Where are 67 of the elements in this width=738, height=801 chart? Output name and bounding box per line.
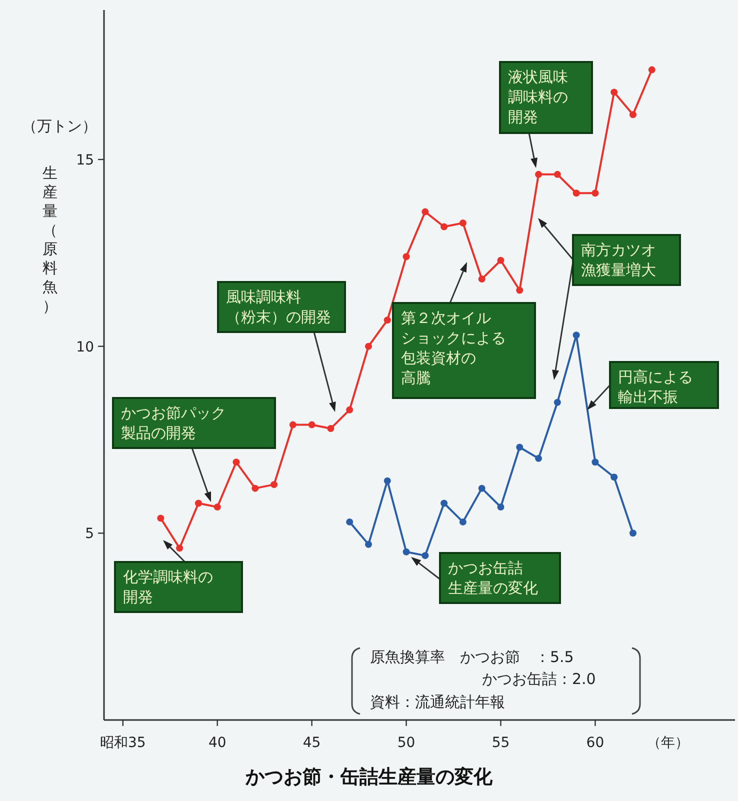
x-axis-title: （年） [647,735,689,751]
point [440,223,448,230]
annotation: 第２次オイルショックによる包装資材の高騰 [401,309,506,387]
point [497,256,504,264]
point [554,170,561,178]
point [459,220,466,226]
annotation: 化学調味料の開発 [123,568,213,606]
point [572,190,580,197]
annotation: かつお缶詰：2.0 [482,670,596,688]
point [194,500,202,507]
y-tick-label: 15 [76,152,94,168]
point [176,544,184,552]
point [346,518,354,526]
point [592,458,599,466]
x-tick-label: 40 [208,735,226,751]
annotation: 風味調味料（粉末）の開発 [226,288,331,326]
annotation: 南方カツオ漁獲量増大 [581,241,656,279]
annotation: かつお節パック製品の開発 [121,404,226,442]
point [364,540,372,548]
point [232,458,240,466]
point [440,500,448,507]
point [554,398,561,406]
point [592,190,599,197]
point [402,548,410,556]
point [629,530,636,537]
point [270,481,278,488]
point [364,342,372,350]
point [535,454,542,462]
point [289,421,296,428]
point [422,552,429,560]
point [214,504,221,510]
point [516,286,524,294]
annotation: 原魚換算率 かつお節 ：5.5 [370,648,574,666]
point [459,518,466,526]
point [384,316,391,324]
y-tick-label: 5 [85,526,94,542]
point [648,66,656,74]
point [402,253,410,260]
annotation: 液状風味調味料の開発 [508,68,568,126]
point [308,421,316,428]
point [497,504,504,510]
point [629,111,636,118]
point [422,208,429,216]
x-tick-label: 55 [492,735,510,751]
point [327,425,334,432]
y-tick-label: 10 [76,339,94,356]
x-tick-label: 45 [302,735,321,751]
point [252,484,259,492]
annotation: かつお缶詰生産量の変化 [448,559,538,597]
text: （万トン） [22,117,97,135]
text: かつお節・缶詰生産量の変化 [244,766,494,788]
y-axis-title: 生産量（原料魚） [42,164,58,315]
point [384,477,391,484]
x-tick-label: 昭和35 [100,735,146,751]
annotation: 資料：流通統計年報 [370,693,505,711]
x-tick-label: 60 [586,735,604,751]
point [478,484,486,492]
point [610,88,618,96]
point [157,514,164,522]
annotation: 円高による輸出不振 [618,368,693,406]
point [535,170,542,178]
point [346,406,354,414]
point [516,444,524,451]
x-tick-label: 50 [397,735,416,751]
point [610,474,618,481]
point [478,276,486,283]
point [572,332,580,339]
